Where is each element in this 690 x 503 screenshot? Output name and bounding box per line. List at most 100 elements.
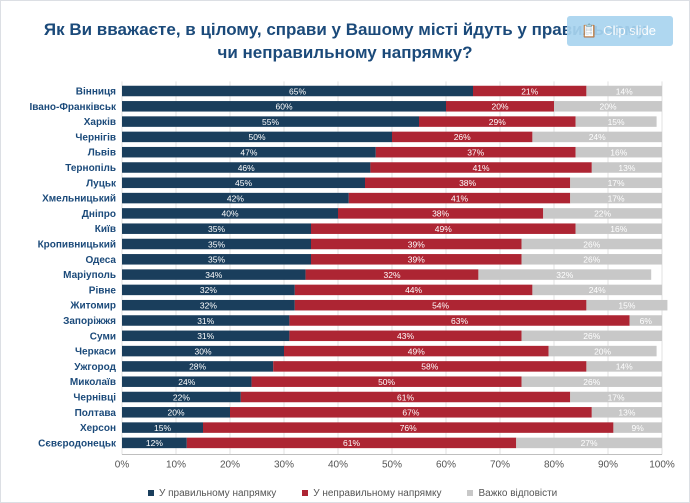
data-label-wrong: 44% — [405, 285, 422, 295]
bar-right — [122, 376, 252, 387]
bar-right — [122, 101, 446, 112]
category-label: Кропивницький — [38, 240, 116, 251]
data-label-right: 40% — [221, 209, 238, 219]
data-label-hard: 15% — [618, 301, 635, 311]
bar-right — [122, 315, 290, 326]
bar-hard — [570, 177, 662, 189]
bar-wrong — [446, 101, 554, 112]
bar-right — [122, 345, 284, 357]
x-tick-label: 90% — [598, 460, 618, 471]
bar-hard — [521, 376, 662, 387]
data-label-right: 45% — [235, 178, 252, 188]
category-label: Черкаси — [75, 347, 116, 358]
data-label-right: 50% — [248, 132, 265, 142]
data-label-hard: 22% — [594, 209, 611, 219]
bar-hard — [548, 345, 657, 357]
bar-wrong — [284, 345, 549, 357]
category-label: Тернопіль — [65, 163, 116, 174]
bar-right — [122, 284, 295, 296]
data-label-hard: 17% — [608, 193, 625, 203]
bar-hard — [478, 269, 652, 280]
legend-item-hard: Важко відповісти — [467, 486, 557, 500]
bar-wrong — [294, 299, 587, 311]
bar-right — [122, 238, 311, 250]
bar-right — [122, 269, 306, 280]
bar-wrong — [273, 361, 587, 372]
x-tick-label: 70% — [490, 460, 510, 471]
bar-hard — [532, 131, 662, 143]
category-label: Чернігів — [75, 132, 116, 143]
bar-wrong — [348, 192, 571, 204]
bar-hard — [543, 208, 662, 219]
data-label-wrong: 50% — [378, 377, 395, 387]
data-label-hard: 26% — [583, 331, 600, 341]
data-label-right: 47% — [240, 148, 257, 158]
data-label-hard: 15% — [608, 117, 625, 127]
data-label-right: 35% — [208, 255, 225, 265]
bar-hard — [521, 254, 662, 265]
bar-wrong — [186, 437, 517, 449]
bar-right — [122, 437, 187, 449]
data-label-right: 65% — [289, 86, 306, 96]
data-label-right: 28% — [189, 362, 206, 372]
bar-right — [122, 391, 241, 403]
bar-wrong — [338, 208, 544, 219]
bar-hard — [516, 437, 662, 449]
data-label-right: 42% — [227, 193, 244, 203]
data-label-wrong: 38% — [459, 178, 476, 188]
bar-right — [122, 131, 392, 143]
bar-right — [122, 407, 230, 418]
data-label-hard: 13% — [618, 163, 635, 173]
x-tick-label: 50% — [382, 460, 402, 471]
bar-hard — [591, 162, 662, 173]
data-label-wrong: 32% — [383, 270, 400, 280]
data-label-right: 60% — [275, 102, 292, 112]
bar-right — [122, 208, 338, 219]
bar-hard — [575, 223, 662, 234]
data-label-wrong: 39% — [408, 239, 425, 249]
bar-wrong — [311, 254, 522, 265]
data-label-hard: 20% — [599, 102, 616, 112]
data-label-hard: 17% — [608, 392, 625, 402]
data-label-hard: 9% — [632, 423, 645, 433]
legend-label-right: У правильному напрямку — [159, 487, 277, 499]
data-label-hard: 24% — [589, 285, 606, 295]
category-label: Івано-Франківськ — [30, 102, 117, 113]
data-label-hard: 20% — [594, 346, 611, 356]
bar-hard — [521, 238, 662, 250]
data-label-hard: 26% — [583, 255, 600, 265]
bar-hard — [575, 116, 657, 127]
bar-wrong — [240, 391, 571, 403]
data-label-right: 22% — [173, 392, 190, 402]
bar-wrong — [251, 376, 522, 387]
bar-wrong — [305, 269, 479, 280]
x-tick-label: 0% — [115, 460, 130, 471]
category-label: Київ — [95, 224, 116, 235]
data-label-right: 35% — [208, 224, 225, 234]
bar-hard — [570, 192, 662, 204]
bar-right — [122, 162, 371, 173]
bar-right — [122, 177, 365, 189]
clip-slide-button[interactable]: 📋 Clip slide — [567, 16, 673, 46]
category-label: Миколаїв — [70, 377, 116, 388]
category-label: Чернівці — [73, 393, 116, 404]
data-label-right: 31% — [197, 331, 214, 341]
legend-swatch-hard — [467, 490, 474, 496]
x-tick-label: 80% — [544, 460, 564, 471]
category-label: Ужгород — [74, 362, 116, 373]
data-label-right: 31% — [197, 316, 214, 326]
data-label-right: 35% — [208, 239, 225, 249]
category-label: Харків — [84, 117, 116, 128]
data-label-wrong: 54% — [432, 301, 449, 311]
legend-item-right: У правильному напрямку — [148, 486, 276, 500]
data-label-wrong: 61% — [343, 438, 360, 448]
category-label: Вінниця — [76, 87, 116, 98]
bar-right — [122, 116, 419, 127]
data-label-hard: 13% — [618, 408, 635, 418]
data-label-wrong: 76% — [400, 423, 417, 433]
legend-swatch-wrong — [302, 490, 309, 496]
legend-item-wrong: У неправильному напрямку — [302, 486, 441, 500]
bar-hard — [532, 284, 662, 296]
bar-hard — [586, 299, 668, 311]
category-label: Суми — [90, 331, 116, 342]
